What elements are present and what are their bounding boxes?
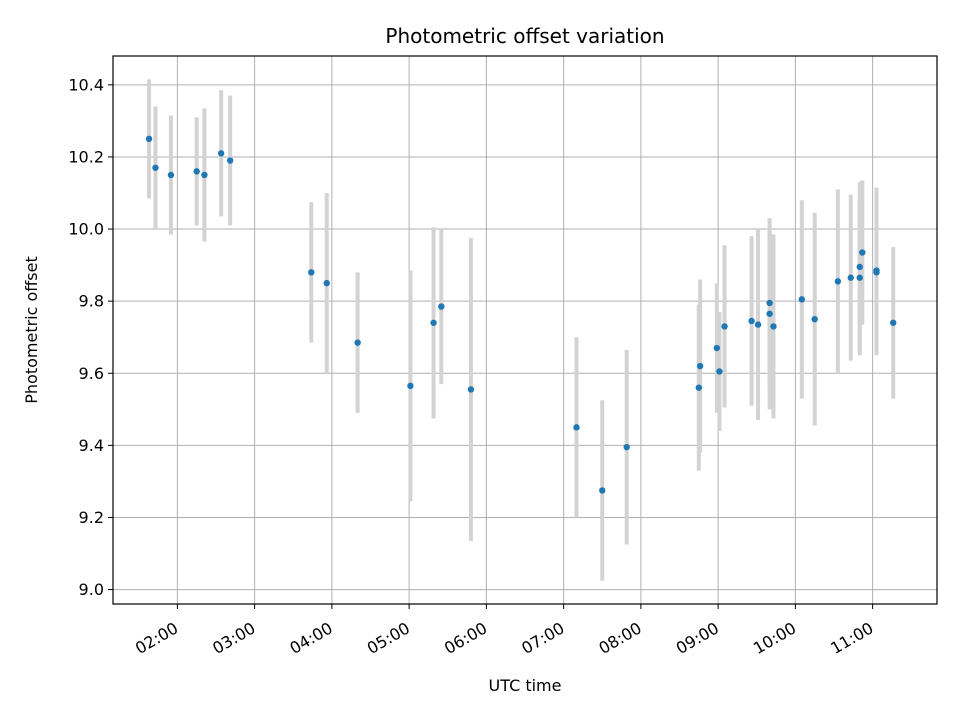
- data-point: [438, 303, 445, 310]
- data-points: [145, 135, 897, 494]
- data-point: [766, 310, 773, 317]
- data-point: [354, 339, 361, 346]
- data-point: [201, 171, 208, 179]
- data-point: [193, 168, 200, 175]
- plot-frame: [112, 55, 938, 605]
- grid: [113, 56, 937, 604]
- data-point: [856, 274, 863, 281]
- y-tick-label: 9.0: [79, 580, 104, 599]
- data-point: [573, 424, 580, 431]
- data-point: [226, 157, 234, 164]
- data-point: [430, 319, 437, 326]
- data-point: [834, 278, 842, 285]
- y-tick-label: 9.8: [79, 292, 104, 311]
- data-point: [766, 299, 773, 307]
- data-point: [859, 249, 866, 256]
- data-point: [467, 386, 475, 393]
- data-point: [798, 296, 806, 303]
- data-point: [890, 319, 897, 326]
- data-point: [713, 344, 721, 352]
- data-point: [716, 368, 723, 375]
- y-tick-label: 10.0: [68, 220, 104, 239]
- chart-title: Photometric offset variation: [385, 24, 664, 48]
- x-axis-label: UTC time: [489, 676, 562, 695]
- data-point: [770, 323, 777, 330]
- data-point: [152, 164, 159, 171]
- y-tick-label: 10.4: [68, 75, 104, 94]
- data-point: [696, 362, 704, 370]
- data-point: [217, 150, 225, 157]
- data-point: [721, 323, 728, 330]
- data-point: [599, 487, 606, 494]
- data-point: [873, 269, 880, 276]
- data-point: [308, 269, 315, 276]
- data-point: [811, 315, 818, 323]
- y-tick-label: 9.6: [79, 364, 104, 383]
- data-point: [847, 274, 854, 281]
- data-point: [167, 171, 175, 179]
- data-point: [407, 382, 414, 390]
- data-point: [695, 384, 703, 391]
- data-point: [856, 263, 863, 271]
- y-axis-label: Photometric offset: [22, 256, 41, 404]
- y-tick-label: 10.2: [68, 147, 104, 166]
- data-point: [145, 135, 153, 143]
- data-point: [754, 321, 762, 328]
- data-point: [748, 317, 755, 325]
- y-tick-label: 9.2: [79, 508, 104, 527]
- y-axis-ticks: 9.0 9.2 9.4 9.6 9.8 10.0 10.2 10.4: [68, 75, 113, 599]
- data-point: [623, 443, 630, 451]
- data-point: [323, 279, 330, 287]
- y-tick-label: 9.4: [79, 436, 104, 455]
